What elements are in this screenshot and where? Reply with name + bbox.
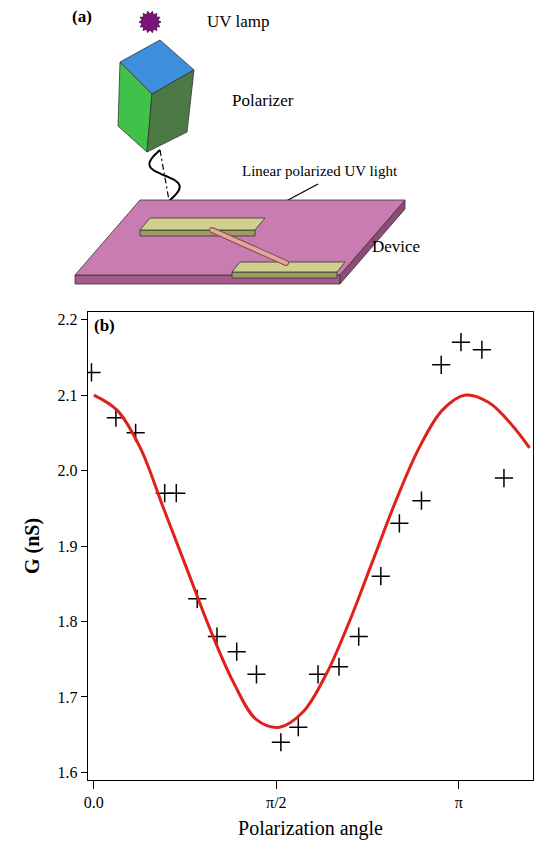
svg-text:G (nS): G (nS)	[21, 518, 44, 574]
svg-text:π/2: π/2	[266, 794, 287, 811]
svg-text:2.1: 2.1	[58, 387, 78, 404]
svg-text:π: π	[455, 794, 463, 811]
svg-text:Polarizer: Polarizer	[232, 91, 294, 110]
svg-text:1.6: 1.6	[58, 764, 78, 781]
svg-text:(b): (b)	[94, 316, 115, 335]
svg-text:Device: Device	[372, 237, 420, 256]
svg-text:2.2: 2.2	[58, 311, 78, 328]
svg-text:1.9: 1.9	[58, 538, 78, 555]
svg-text:Linear polarized UV light: Linear polarized UV light	[242, 163, 398, 179]
svg-text:1.7: 1.7	[58, 689, 78, 706]
svg-text:1.8: 1.8	[58, 613, 78, 630]
svg-text:(a): (a)	[72, 7, 92, 26]
svg-text:Polarization angle: Polarization angle	[238, 817, 383, 840]
svg-text:UV lamp: UV lamp	[207, 12, 270, 31]
svg-text:0.0: 0.0	[84, 794, 104, 811]
svg-text:2.0: 2.0	[58, 462, 78, 479]
